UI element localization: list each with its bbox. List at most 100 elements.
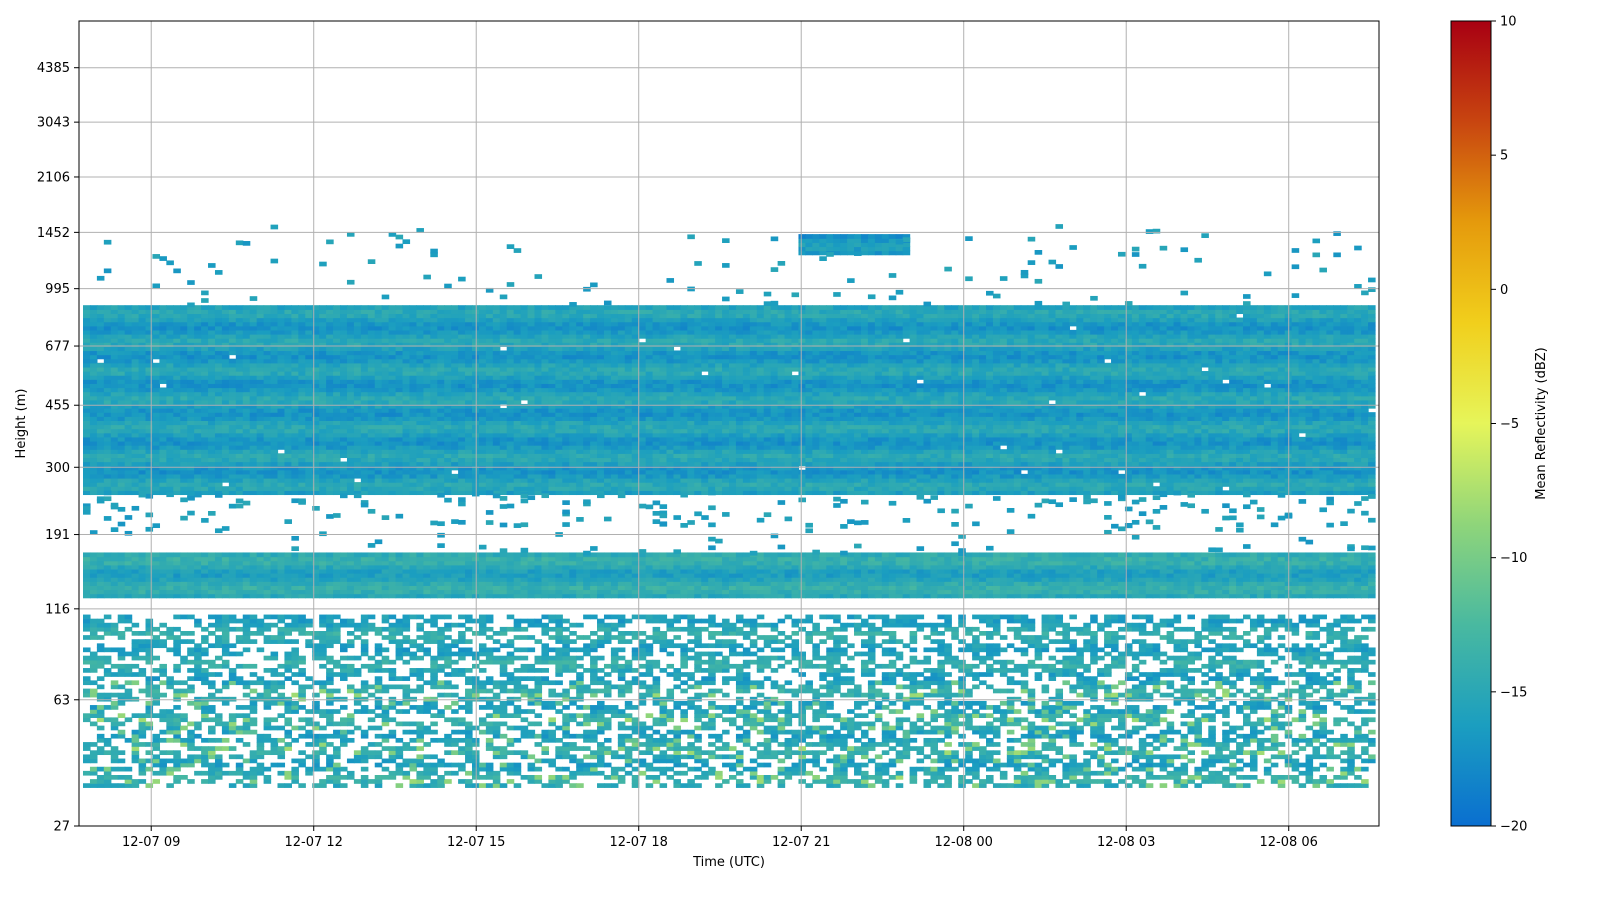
heatmap-cell bbox=[1020, 432, 1029, 438]
heatmap-cell bbox=[569, 469, 577, 475]
heatmap-cell bbox=[214, 395, 223, 401]
heatmap-cell bbox=[1090, 420, 1098, 426]
heatmap-cell bbox=[353, 436, 362, 442]
heatmap-cell bbox=[638, 428, 647, 434]
heatmap-cell bbox=[1097, 428, 1105, 434]
heatmap-cell bbox=[812, 469, 820, 475]
heatmap-cell bbox=[1166, 457, 1175, 463]
heatmap-cell bbox=[402, 440, 411, 446]
heatmap-cell bbox=[999, 399, 1008, 405]
heatmap-cell bbox=[83, 432, 91, 438]
heatmap-cell bbox=[1222, 428, 1230, 434]
heatmap-cell bbox=[659, 486, 668, 491]
heatmap-cell bbox=[770, 453, 779, 459]
heatmap-cell bbox=[673, 473, 681, 479]
heatmap-cell bbox=[117, 403, 126, 409]
heatmap-cell bbox=[1117, 465, 1126, 471]
heatmap-cell bbox=[555, 387, 563, 393]
heatmap-cell bbox=[458, 387, 466, 393]
heatmap-cell bbox=[1048, 477, 1057, 483]
heatmap-cell bbox=[867, 449, 876, 454]
heatmap-cell bbox=[777, 477, 786, 483]
heatmap-cell bbox=[902, 383, 911, 389]
heatmap-cell bbox=[742, 469, 751, 475]
heatmap-cell bbox=[249, 449, 258, 454]
heatmap-cell bbox=[208, 436, 216, 442]
heatmap-cell bbox=[465, 457, 473, 463]
heatmap-cell bbox=[1117, 408, 1126, 413]
heatmap-cell bbox=[1055, 383, 1064, 389]
heatmap-cell bbox=[485, 469, 494, 475]
heatmap-cell bbox=[1083, 408, 1091, 413]
heatmap-cell bbox=[812, 428, 820, 434]
heatmap-cell bbox=[1236, 473, 1244, 479]
heatmap-cell bbox=[659, 473, 668, 479]
heatmap-cell bbox=[791, 436, 800, 442]
heatmap-cell bbox=[1277, 395, 1286, 401]
heatmap-cell bbox=[735, 428, 744, 434]
heatmap-cell bbox=[1013, 453, 1022, 459]
heatmap-cell bbox=[610, 461, 619, 467]
heatmap-cell bbox=[965, 387, 973, 393]
heatmap-cell bbox=[145, 412, 154, 417]
heatmap-cell bbox=[1062, 449, 1070, 454]
heatmap-cell bbox=[999, 412, 1008, 417]
heatmap-cell bbox=[1263, 391, 1272, 397]
heatmap-cell bbox=[159, 445, 167, 450]
heatmap-cell bbox=[645, 408, 654, 413]
heatmap-cell bbox=[513, 391, 522, 397]
heatmap-cell bbox=[444, 416, 452, 421]
heatmap-cell bbox=[1027, 477, 1036, 483]
heatmap-cell bbox=[1256, 424, 1265, 430]
heatmap-cell bbox=[1145, 412, 1154, 417]
heatmap-cell bbox=[666, 383, 675, 389]
heatmap-cell bbox=[735, 416, 744, 421]
heatmap-cell bbox=[298, 440, 306, 446]
heatmap-cell bbox=[763, 445, 772, 450]
heatmap-cell bbox=[1117, 387, 1126, 393]
heatmap-cell bbox=[784, 440, 793, 446]
heatmap-cell bbox=[1020, 383, 1029, 389]
heatmap-cell bbox=[1152, 408, 1161, 413]
heatmap-cell bbox=[548, 449, 556, 454]
heatmap-cell bbox=[986, 403, 994, 409]
heatmap-cell bbox=[430, 395, 438, 401]
heatmap-cell bbox=[999, 403, 1008, 409]
heatmap-cell bbox=[992, 453, 1001, 459]
heatmap-cell bbox=[791, 490, 800, 496]
heatmap-cell bbox=[833, 432, 841, 438]
heatmap-cell bbox=[1013, 490, 1022, 496]
heatmap-cell bbox=[1006, 449, 1015, 454]
heatmap-cell bbox=[388, 449, 397, 454]
heatmap-cell bbox=[819, 416, 827, 421]
heatmap-cell bbox=[763, 391, 772, 397]
heatmap-cell bbox=[951, 420, 959, 426]
heatmap-cell bbox=[1138, 424, 1147, 430]
heatmap-cell bbox=[423, 465, 431, 471]
heatmap-cell bbox=[346, 477, 355, 483]
heatmap-cell bbox=[194, 387, 202, 393]
heatmap-cell bbox=[909, 457, 918, 463]
heatmap-cell bbox=[1256, 445, 1265, 450]
heatmap-cell bbox=[1229, 387, 1237, 393]
heatmap-cell bbox=[881, 461, 890, 467]
heatmap-cell bbox=[972, 391, 980, 397]
heatmap-cell bbox=[221, 453, 230, 459]
heatmap-cell bbox=[909, 416, 918, 421]
heatmap-cell bbox=[729, 490, 737, 496]
heatmap-cell bbox=[881, 457, 890, 463]
heatmap-cell bbox=[972, 428, 980, 434]
heatmap-cell bbox=[763, 461, 772, 467]
heatmap-cell bbox=[228, 399, 237, 405]
heatmap-cell bbox=[187, 408, 195, 413]
heatmap-cell bbox=[451, 391, 459, 397]
heatmap-cell bbox=[944, 424, 952, 430]
heatmap-cell bbox=[1236, 383, 1244, 389]
heatmap-cell bbox=[1069, 465, 1077, 471]
heatmap-cell bbox=[583, 490, 591, 496]
heatmap-cell bbox=[485, 486, 494, 491]
heatmap-cell bbox=[194, 432, 202, 438]
heatmap-cell bbox=[263, 473, 272, 479]
heatmap-cell bbox=[1256, 440, 1265, 446]
heatmap-cell bbox=[597, 473, 605, 479]
